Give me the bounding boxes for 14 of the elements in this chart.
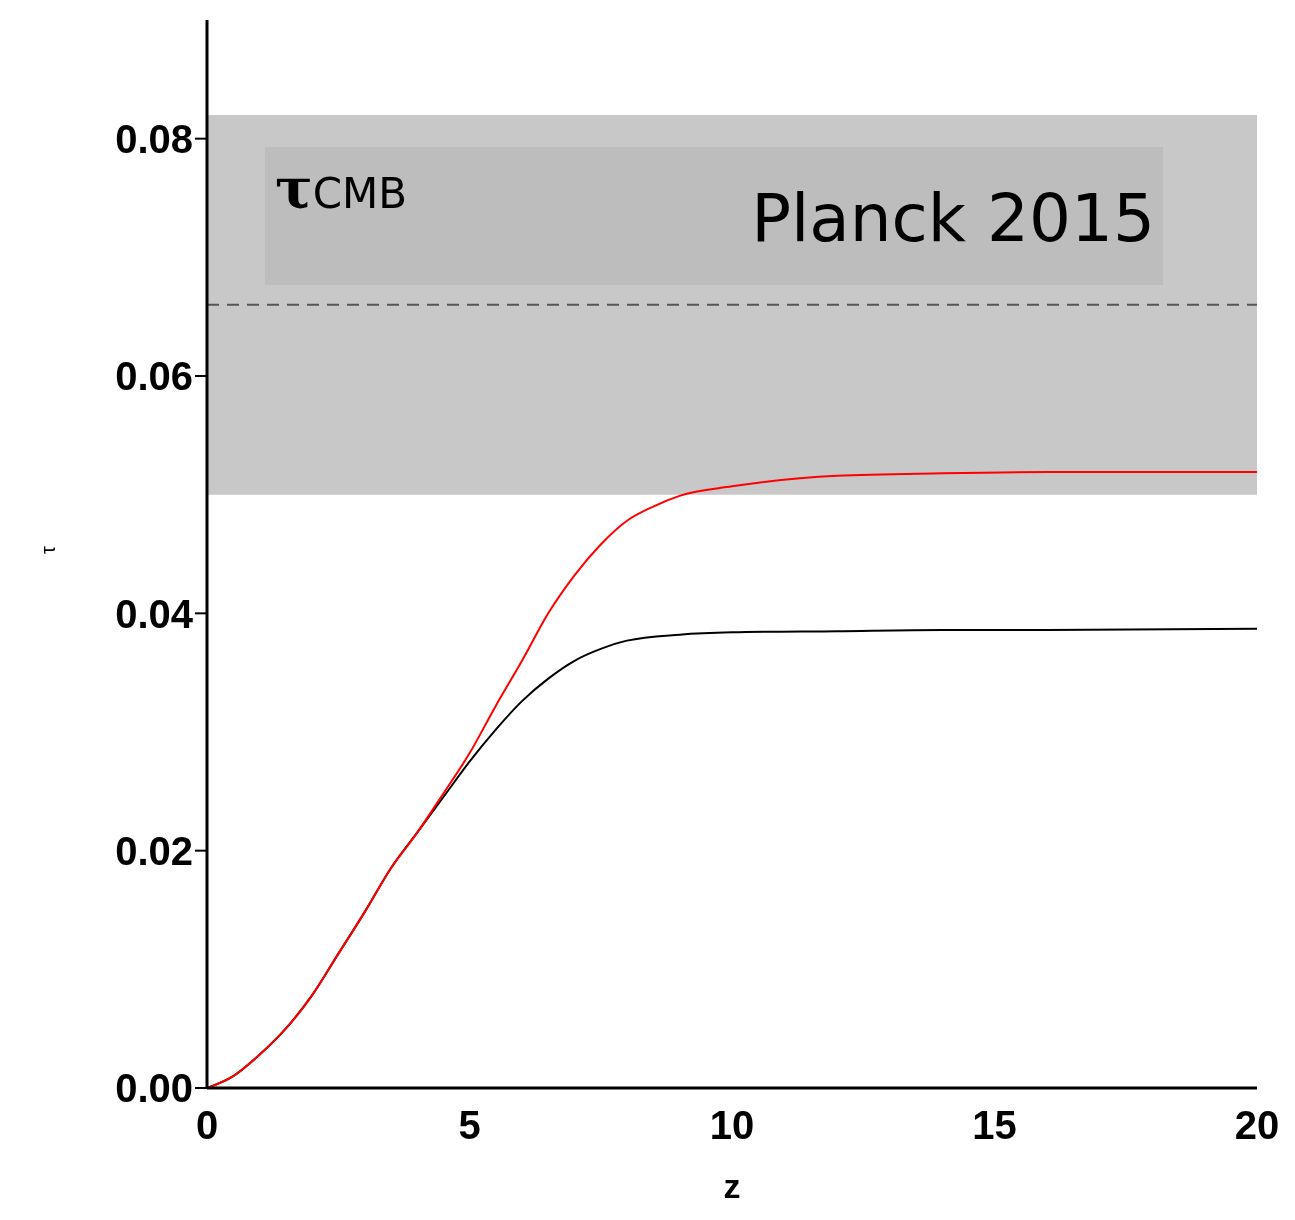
x-axis-title: z — [723, 1167, 741, 1205]
annotation: τCMB — [275, 155, 408, 221]
y-tick-label: 0.04 — [115, 591, 194, 636]
y-axis-title: τ — [37, 546, 60, 554]
y-tick-label: 0.02 — [115, 828, 193, 873]
x-tick-label: 15 — [972, 1102, 1017, 1148]
y-tick-label: 0.08 — [115, 116, 193, 161]
x-tick-label: 10 — [709, 1102, 755, 1148]
x-tick-label: 5 — [458, 1102, 481, 1148]
y-tick-label: 0.06 — [115, 354, 193, 399]
y-tick-label: 0.00 — [115, 1066, 193, 1111]
x-tick-label: 20 — [1234, 1102, 1280, 1148]
annotation: Planck 2015 — [751, 180, 1155, 257]
x-tick-label: 0 — [195, 1102, 219, 1148]
